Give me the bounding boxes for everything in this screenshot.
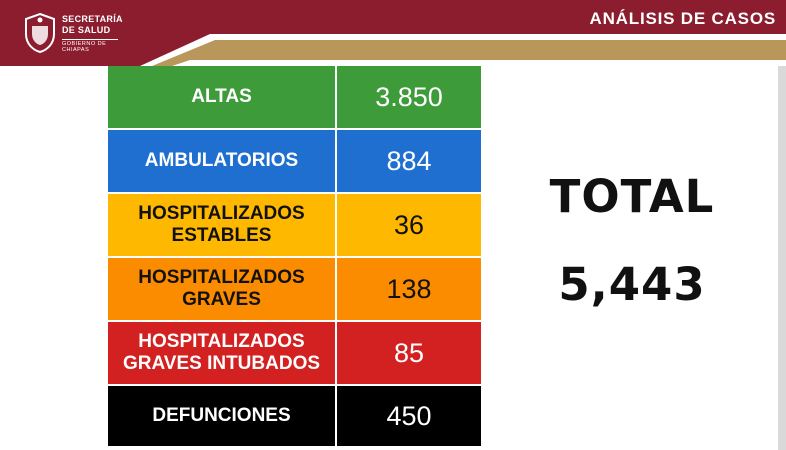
org-line-3: GOBIERNO DE CHIAPAS bbox=[62, 39, 118, 53]
row-value: 3.850 bbox=[335, 66, 481, 128]
row-label: HOSPITALIZADOS GRAVES bbox=[138, 267, 305, 310]
row-value: 85 bbox=[335, 322, 481, 384]
row-label: AMBULATORIOS bbox=[144, 150, 299, 172]
row-label: HOSPITALIZADOS ESTABLES bbox=[138, 203, 305, 246]
row-label: HOSPITALIZADOS GRAVES INTUBADOS bbox=[122, 331, 321, 374]
table-row-defunciones: DEFUNCIONES 450 bbox=[108, 386, 481, 446]
header-banner: SECRETARÍA DE SALUD GOBIERNO DE CHIAPAS … bbox=[0, 0, 786, 66]
org-line-2: DE SALUD bbox=[62, 25, 111, 35]
row-value: 884 bbox=[335, 130, 481, 192]
table-row-hospitalizados-estables: HOSPITALIZADOS ESTABLES 36 bbox=[108, 194, 481, 258]
table-row-altas: ALTAS 3.850 bbox=[108, 66, 481, 130]
table-row-hospitalizados-graves-intubados: HOSPITALIZADOS GRAVES INTUBADOS 85 bbox=[108, 322, 481, 386]
org-line-1: SECRETARÍA bbox=[62, 14, 123, 24]
row-label: DEFUNCIONES bbox=[152, 405, 291, 427]
row-value: 36 bbox=[335, 194, 481, 256]
table-row-hospitalizados-graves: HOSPITALIZADOS GRAVES 138 bbox=[108, 258, 481, 322]
chiapas-logo-icon bbox=[22, 12, 58, 54]
slide-edge bbox=[778, 66, 786, 450]
page-title: ANÁLISIS DE CASOS bbox=[589, 9, 776, 28]
row-value: 138 bbox=[335, 258, 481, 320]
row-label: ALTAS bbox=[191, 86, 252, 108]
total-label: TOTAL bbox=[549, 170, 715, 223]
table-row-ambulatorios: AMBULATORIOS 884 bbox=[108, 130, 481, 194]
total-value: 5,443 bbox=[558, 258, 706, 311]
organization-name: SECRETARÍA DE SALUD GOBIERNO DE CHIAPAS bbox=[62, 15, 123, 53]
header-background bbox=[0, 0, 786, 66]
row-value: 450 bbox=[335, 386, 481, 446]
cases-table: ALTAS 3.850 AMBULATORIOS 884 HOSPITALIZA… bbox=[108, 66, 481, 446]
